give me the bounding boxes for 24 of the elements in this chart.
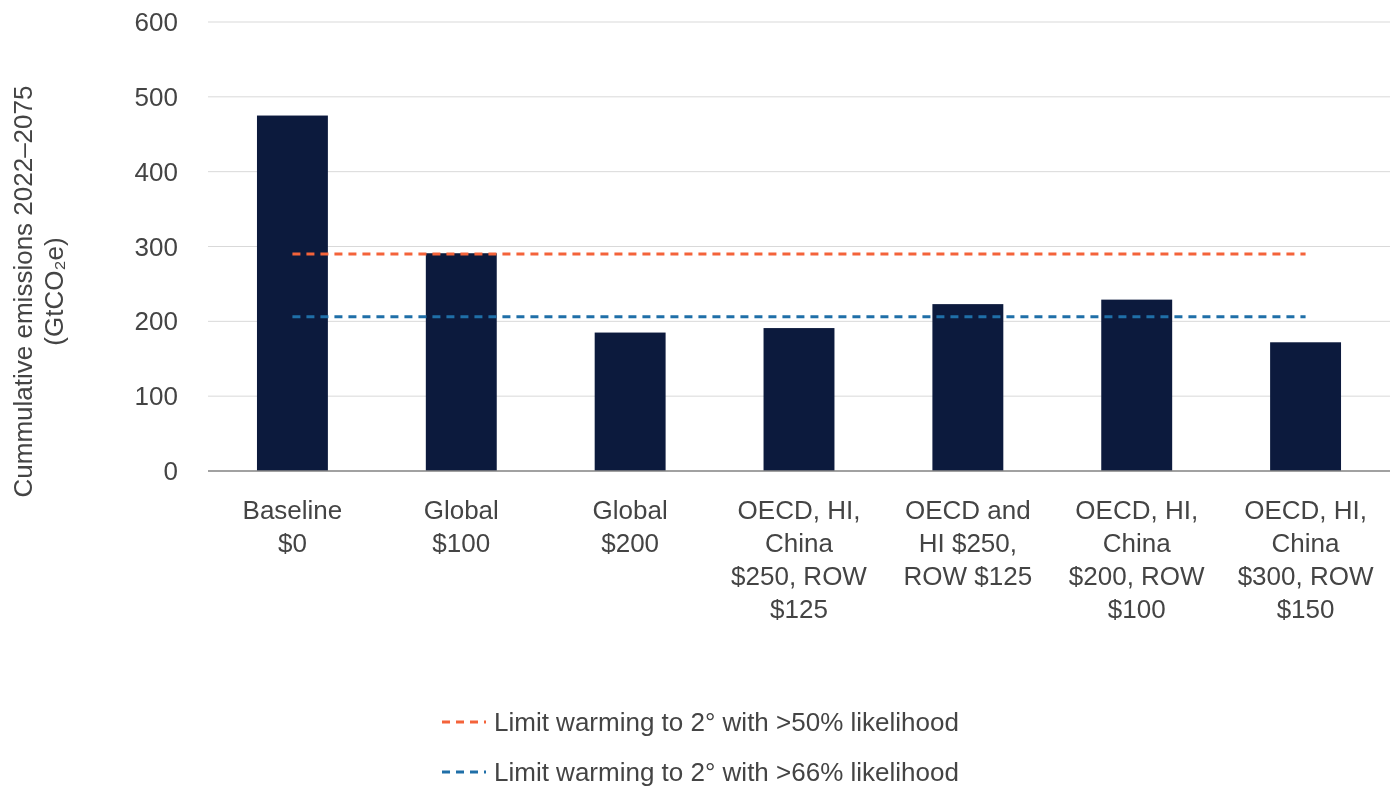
bar bbox=[256, 115, 328, 471]
bar bbox=[932, 304, 1004, 471]
x-tick-label: OECD and HI $250, ROW $125 bbox=[903, 495, 1033, 591]
x-tick-label: Global $200 bbox=[592, 495, 668, 558]
bar bbox=[425, 253, 497, 471]
bar bbox=[594, 332, 666, 471]
x-tick-label: OECD, HI, China $300, ROW $150 bbox=[1237, 495, 1374, 624]
y-tick-label: 500 bbox=[134, 81, 178, 112]
x-tick-label: OECD, HI, China $200, ROW $100 bbox=[1068, 495, 1206, 624]
y-tick-label: 300 bbox=[134, 231, 178, 262]
y-axis-title: Cummulative emissions 2022–2075 (GtCO₂e) bbox=[8, 85, 69, 498]
bar bbox=[1270, 342, 1342, 471]
legend-label: Limit warming to 2° with >66% likelihood bbox=[494, 757, 959, 788]
x-tick-label: Baseline $0 bbox=[242, 495, 343, 558]
x-tick-label: Global $100 bbox=[423, 495, 499, 558]
y-tick-label: 0 bbox=[163, 456, 178, 487]
legend-label: Limit warming to 2° with >50% likelihood bbox=[494, 707, 959, 738]
y-tick-label: 400 bbox=[134, 156, 178, 187]
y-tick-label: 200 bbox=[134, 306, 178, 337]
bar bbox=[1101, 299, 1173, 471]
bar bbox=[763, 328, 835, 471]
y-tick-label: 100 bbox=[134, 381, 178, 412]
y-tick-label: 600 bbox=[134, 7, 178, 38]
x-tick-label: OECD, HI, China $250, ROW $125 bbox=[731, 495, 868, 624]
